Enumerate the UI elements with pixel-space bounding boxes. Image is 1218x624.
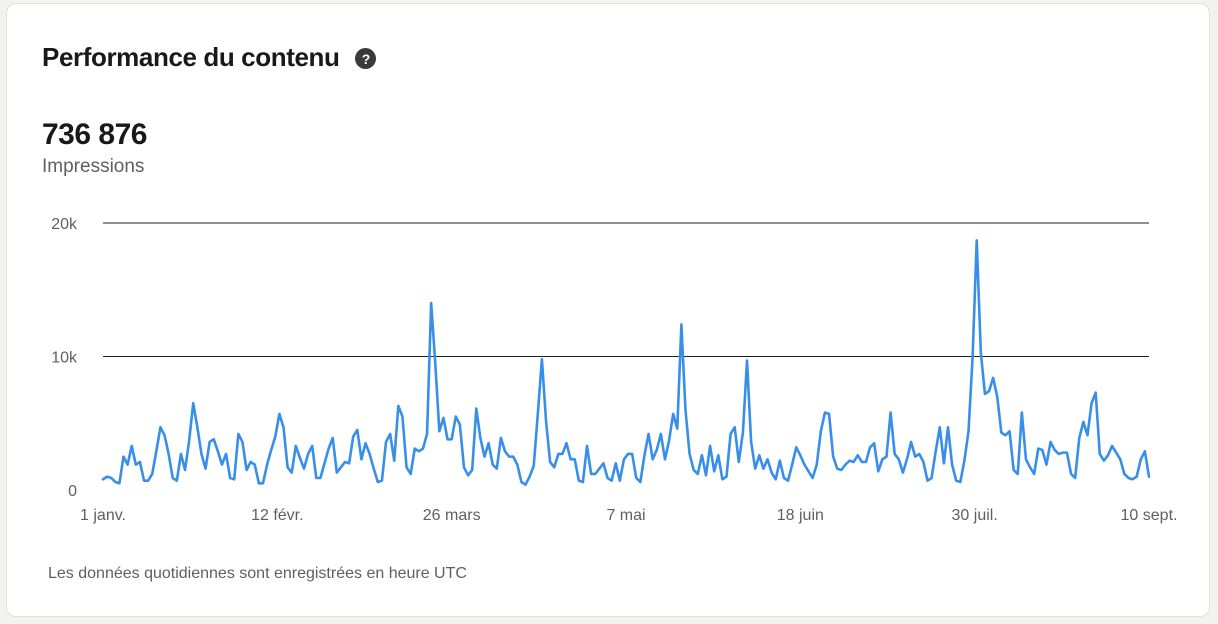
- impressions-total: 736 876: [42, 118, 147, 151]
- impressions-series-line: [101, 239, 1151, 486]
- chart-grid: [103, 222, 1149, 357]
- x-tick-label: 10 sept.: [1121, 507, 1178, 524]
- x-tick-label: 26 mars: [423, 507, 481, 524]
- x-tick-label: 7 mai: [606, 507, 645, 524]
- card-title: Performance du contenu: [42, 42, 340, 72]
- y-tick-label: 0: [68, 483, 77, 500]
- impressions-label: Impressions: [42, 156, 145, 177]
- title-row: Performance du contenu ?: [42, 42, 377, 73]
- impressions-line-chart: 0 10k 20k 1 janv. 12 févr. 26 mars 7 mai 18 ju…: [51, 216, 1177, 524]
- question-circle-icon[interactable]: ?: [355, 48, 377, 69]
- y-tick-label: 20k: [51, 216, 78, 233]
- x-tick-label: 12 févr.: [251, 507, 303, 524]
- y-tick-label: 10k: [51, 350, 78, 367]
- x-tick-label: 1 janv.: [80, 507, 126, 524]
- content-performance-card: Performance du contenu ? 736 876 Impress…: [6, 3, 1210, 617]
- x-axis-ticks: 1 janv. 12 févr. 26 mars 7 mai 18 juin 30 jui…: [80, 507, 1177, 524]
- chart-footnote: Les données quotidiennes sont enregistré…: [48, 565, 467, 582]
- x-tick-label: 30 juil.: [952, 507, 998, 524]
- y-axis-ticks: 0 10k 20k: [51, 216, 78, 500]
- x-tick-label: 18 juin: [777, 507, 824, 524]
